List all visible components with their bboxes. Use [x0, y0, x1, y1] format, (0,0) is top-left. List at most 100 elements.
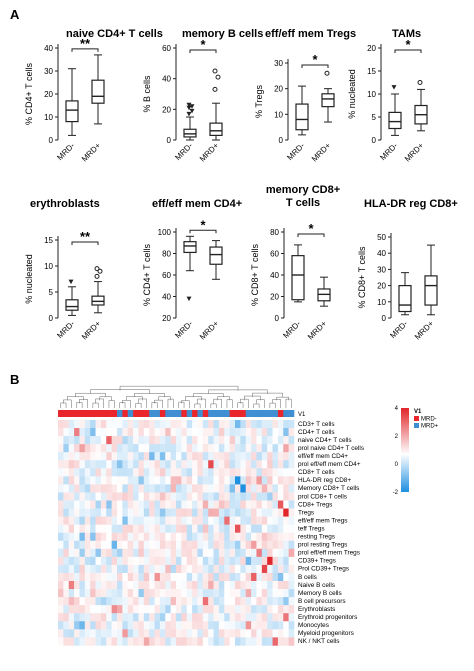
group-annotation-cell — [277, 410, 284, 417]
dendrogram-link — [95, 398, 104, 408]
heatmap-cell — [84, 460, 91, 469]
dendrogram-link — [108, 400, 115, 408]
y-tick-label: 40 — [162, 75, 171, 84]
heatmap-cell — [90, 492, 96, 501]
heatmap-cell — [192, 629, 198, 638]
heatmap-cell — [256, 597, 263, 606]
heatmap-cell — [251, 581, 257, 590]
y-tick-label: 0 — [279, 136, 284, 145]
heatmap-cell — [111, 500, 118, 509]
heatmap-cell — [202, 556, 209, 566]
heatmap-cell — [245, 589, 252, 598]
heatmap-cell — [202, 452, 209, 461]
outlier-point — [212, 86, 218, 92]
heatmap-cell — [159, 548, 166, 558]
panel-b-label: B — [10, 372, 19, 387]
heatmap-cell — [283, 508, 289, 517]
x-tick-label: MRD+ — [310, 141, 333, 164]
heatmap-cell — [176, 589, 182, 598]
dendrogram-link — [99, 396, 112, 401]
heatmap-cell — [84, 524, 91, 533]
heatmap-cell — [170, 444, 177, 453]
heatmap-cell — [138, 613, 145, 622]
heatmap-cell — [95, 436, 102, 445]
heatmap-cell — [84, 508, 91, 517]
heatmap-cell — [95, 540, 102, 550]
heatmap-cell — [192, 540, 198, 550]
heatmap-cell — [90, 500, 96, 509]
panel-a-label: A — [10, 7, 20, 22]
heatmap-cell — [240, 556, 247, 566]
heatmap-cell — [224, 468, 230, 477]
heatmap-cell — [138, 605, 145, 614]
heatmap-cell — [165, 516, 171, 525]
heatmap-cell — [143, 532, 150, 542]
heatmap-cell — [235, 548, 241, 558]
heatmap-cell — [170, 500, 177, 509]
heatmap-cell — [208, 492, 214, 501]
heatmap-cell — [218, 597, 225, 606]
heatmap-cell — [256, 476, 263, 485]
heatmap-cell — [95, 508, 102, 517]
heatmap-cell — [170, 637, 177, 646]
heatmap-cell — [117, 621, 123, 630]
outlier-point — [417, 80, 423, 85]
x-tick-label: MRD+ — [80, 319, 103, 342]
heatmap-cell — [122, 500, 129, 509]
heatmap-cell — [240, 420, 247, 429]
heatmap-cell — [74, 613, 80, 622]
significance-bracket — [394, 49, 422, 53]
y-tick-label: 40 — [44, 44, 53, 53]
heatmap-cell — [138, 428, 145, 437]
heatmap-cell — [181, 605, 188, 614]
heatmap-cell — [165, 420, 171, 429]
heatmap-cell — [208, 524, 214, 533]
box-MRD- — [65, 299, 79, 311]
heatmap-cell — [68, 605, 75, 614]
heatmap-cell — [122, 428, 129, 437]
heatmap-cell — [251, 508, 257, 517]
heatmap-cell — [288, 524, 295, 533]
heatmap-cell — [95, 605, 102, 614]
heatmap-cell — [235, 581, 241, 590]
y-tick-label: 10 — [367, 90, 376, 99]
heatmap-cell — [261, 492, 268, 501]
heatmap-cell — [127, 613, 134, 622]
heatmap-cell — [95, 460, 102, 469]
heatmap-row-label: CD8+ Tregs — [298, 501, 332, 508]
heatmap-cell — [58, 540, 64, 550]
heatmap-cell — [176, 420, 182, 429]
heatmap-cell — [122, 524, 129, 533]
y-tick-label: 30 — [44, 67, 53, 76]
y-tick-label: 20 — [162, 105, 171, 114]
heatmap-cell — [267, 621, 273, 630]
heatmap-cell — [235, 629, 241, 638]
dendrogram-link — [253, 403, 260, 408]
heatmap-cell — [283, 468, 289, 477]
heatmap-cell — [79, 564, 86, 574]
heatmap-cell — [186, 572, 193, 582]
heatmap-cell — [181, 540, 188, 550]
heatmap-cell — [58, 589, 64, 598]
heatmap-cell — [181, 621, 188, 630]
heatmap-cell — [186, 629, 193, 638]
heatmap-cell — [277, 444, 284, 453]
heatmap-cell — [111, 444, 118, 453]
heatmap-cell — [197, 508, 204, 517]
heatmap-cell — [267, 572, 273, 582]
heatmap-cell — [90, 621, 96, 630]
heatmap-cell — [218, 444, 225, 453]
heatmap-cell — [68, 572, 75, 582]
heatmap-cell — [202, 581, 209, 590]
heatmap-cell — [127, 444, 134, 453]
heatmap-cell — [235, 428, 241, 437]
heatmap-cell — [138, 572, 145, 582]
heatmap-cell — [95, 452, 102, 461]
heatmap-cell — [63, 613, 70, 622]
heatmap-cell — [213, 476, 220, 485]
heatmap-cell — [272, 629, 279, 638]
heatmap-cell — [240, 500, 247, 509]
heatmap-cell — [111, 524, 118, 533]
heatmap-cell — [127, 508, 134, 517]
heatmap-cell — [138, 637, 145, 646]
